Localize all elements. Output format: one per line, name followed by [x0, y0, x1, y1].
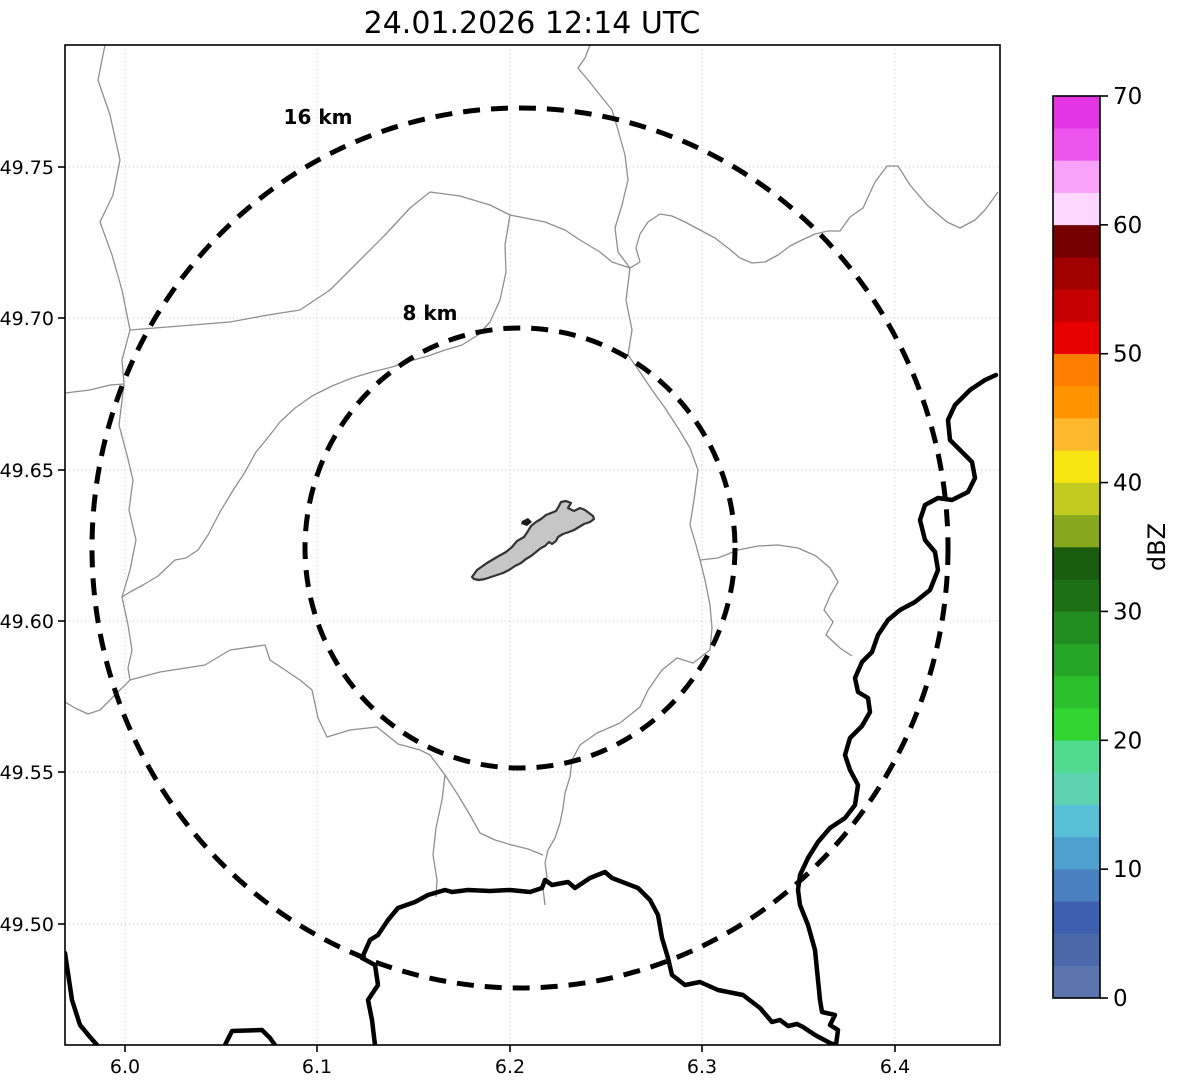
colorbar-segment: [1053, 578, 1100, 612]
colorbar-tick-label: 50: [1113, 342, 1142, 368]
range-ring-label: 8 km: [402, 301, 457, 325]
country-border-line: [795, 372, 999, 1045]
grid-lines: [65, 45, 1000, 1045]
colorbar-segment: [1053, 321, 1100, 355]
colorbar-segment: [1053, 643, 1100, 677]
country-border-line: [65, 950, 100, 1045]
colorbar-segment: [1053, 160, 1100, 193]
colorbar-tick-label: 60: [1113, 213, 1142, 239]
admin-boundary-line: [121, 214, 511, 598]
colorbar-tick-label: 20: [1113, 728, 1142, 754]
range-rings: [89, 105, 951, 991]
colorbar-segment: [1053, 772, 1100, 806]
x-tick-label: 6.2: [495, 1056, 525, 1078]
country-border-line: [222, 1027, 278, 1045]
colorbar-tick-label: 10: [1113, 857, 1142, 883]
range-ring-label: 16 km: [284, 105, 353, 129]
range-ring-labels: 16 km 8 km: [284, 105, 458, 325]
admin-boundary-line: [432, 774, 446, 898]
colorbar-segment: [1053, 868, 1100, 902]
admin-boundary-line: [129, 165, 999, 331]
admin-boundary-line: [542, 267, 713, 906]
x-tick-label: 6.1: [302, 1056, 332, 1078]
figure-title: 24.01.2026 12:14 UTC: [364, 6, 701, 41]
colorbar-segment: [1053, 514, 1100, 548]
colorbar-segment: [1053, 707, 1100, 741]
colorbar-segment: [1053, 546, 1100, 580]
admin-boundary-line: [129, 644, 544, 856]
y-tick-label: 49.75: [0, 157, 54, 179]
range-ring: [89, 105, 951, 991]
x-tick-label: 6.0: [110, 1056, 140, 1078]
map-layers: [65, 45, 999, 1045]
admin-boundary-line: [699, 544, 853, 657]
colorbar-segment: [1053, 933, 1100, 967]
colorbar-tick-label: 40: [1113, 471, 1142, 497]
colorbar-segment: [1053, 127, 1100, 161]
y-tick-label: 49.50: [0, 914, 54, 936]
x-tick-label: 6.3: [687, 1056, 717, 1078]
y-tick-label: 49.55: [0, 762, 54, 784]
colorbar: 0 10 20 30 40 50 60 70: [1052, 84, 1142, 1012]
colorbar-segment: [1053, 965, 1100, 999]
admin-boundary-line: [577, 45, 631, 269]
colorbar-segment: [1053, 256, 1100, 290]
colorbar-segment: [1053, 450, 1100, 483]
colorbar-segment: [1053, 224, 1100, 258]
admin-boundary-line: [65, 45, 137, 715]
radar-site-outline: [470, 499, 596, 582]
y-tick-label: 49.65: [0, 460, 54, 482]
colorbar-segment: [1053, 804, 1100, 838]
x-tick-label: 6.4: [880, 1056, 910, 1078]
country-border-line: [359, 869, 839, 1045]
colorbar-segment: [1053, 611, 1100, 644]
colorbar-segment: [1053, 192, 1100, 226]
colorbar-tick-label: 0: [1113, 986, 1128, 1012]
colorbar-segment: [1053, 739, 1100, 773]
colorbar-segment: [1053, 417, 1100, 451]
colorbar-segment: [1053, 353, 1100, 387]
range-ring: [302, 325, 738, 771]
axis-ticks-and-labels: 6.0 6.1 6.2 6.3 6.4 49.75 49.70 49.65 49.60 49.55…: [0, 157, 910, 1078]
colorbar-axis-label: dBZ: [1143, 523, 1171, 571]
colorbar-segment: [1053, 288, 1100, 322]
colorbar-segment: [1053, 836, 1100, 870]
plot-border: [64, 44, 1001, 1046]
colorbar-tick-label: 30: [1113, 599, 1142, 625]
colorbar-segment: [1053, 482, 1100, 516]
radar-site-inner-mark: [521, 518, 532, 526]
y-tick-label: 49.60: [0, 611, 54, 633]
colorbar-segment: [1053, 901, 1100, 934]
colorbar-frame: [1052, 95, 1101, 999]
y-tick-label: 49.70: [0, 308, 54, 330]
colorbar-segment: [1053, 675, 1100, 709]
colorbar-segment: [1053, 385, 1100, 419]
admin-boundary-line: [65, 383, 125, 394]
colorbar-segment: [1053, 95, 1100, 129]
colorbar-tick-label: 70: [1113, 84, 1142, 110]
